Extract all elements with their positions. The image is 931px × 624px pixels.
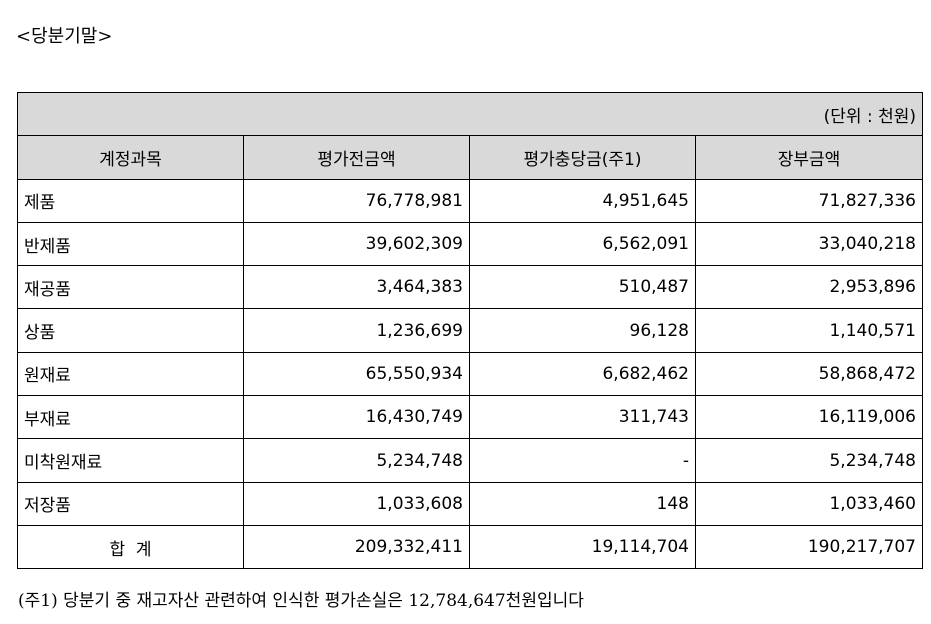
cell: 3,464,383: [243, 265, 470, 310]
header-row: 계정과목 평가전금액 평가충당금(주1) 장부금액: [17, 135, 923, 180]
cell: 평가전금액: [243, 135, 470, 180]
data-row: 제품 76,778,981 4,951,645 71,827,336: [17, 178, 923, 223]
cell: 58,868,472: [695, 351, 923, 397]
cell: 합 계: [17, 524, 244, 570]
inventory-table: (단위 : 천원) 계정과목 평가전금액 평가충당금(주1) 장부금액 제품 76,778,…: [17, 91, 923, 570]
cell: 계정과목: [17, 135, 244, 180]
cell: -: [469, 438, 696, 483]
cell: 33,040,218: [695, 221, 923, 267]
cell: 6,682,462: [469, 351, 696, 397]
cell: 5,234,748: [243, 438, 470, 483]
data-row: 재공품 3,464,383 510,487 2,953,896: [17, 265, 923, 310]
cell: 반제품: [17, 221, 244, 267]
heading: <당분기말>: [16, 26, 113, 47]
cell: 1,236,699: [243, 308, 470, 353]
cell: 장부금액: [695, 135, 923, 180]
cell: (단위 : 천원): [17, 91, 923, 137]
data-row: 부재료 16,430,749 311,743 16,119,006: [17, 395, 923, 440]
cell: 저장품: [17, 481, 244, 526]
cell: 19,114,704: [469, 524, 696, 570]
cell: 평가충당금(주1): [469, 135, 696, 180]
cell: 39,602,309: [243, 221, 470, 267]
cell: 65,550,934: [243, 351, 470, 397]
cell: 5,234,748: [695, 438, 923, 483]
cell: 209,332,411: [243, 524, 470, 570]
cell: 1,033,608: [243, 481, 470, 526]
cell: 원재료: [17, 351, 244, 397]
cell: 1,140,571: [695, 308, 923, 353]
cell: 71,827,336: [695, 178, 923, 223]
cell: 6,562,091: [469, 221, 696, 267]
cell: 16,119,006: [695, 395, 923, 440]
data-row: 상품 1,236,699 96,128 1,140,571: [17, 308, 923, 353]
cell: 96,128: [469, 308, 696, 353]
cell: 311,743: [469, 395, 696, 440]
cell: 1,033,460: [695, 481, 923, 526]
cell: 제품: [17, 178, 244, 223]
cell: 부재료: [17, 395, 244, 440]
cell: 76,778,981: [243, 178, 470, 223]
total-row: 합 계 209,332,411 19,114,704 190,217,707: [17, 524, 923, 570]
data-row: 미착원재료 5,234,748-5,234,748: [17, 438, 923, 483]
cell: 상품: [17, 308, 244, 353]
data-row: 반제품 39,602,309 6,562,091 33,040,218: [17, 221, 923, 267]
unit-row: (단위 : 천원): [17, 91, 923, 137]
cell: 2,953,896: [695, 265, 923, 310]
data-row: 원재료 65,550,934 6,682,462 58,868,472: [17, 351, 923, 397]
footnote: (주1) 당분기 중 재고자산 관련하여 인식한 평가손실은 12,784,64…: [18, 591, 584, 611]
cell: 510,487: [469, 265, 696, 310]
cell: 16,430,749: [243, 395, 470, 440]
cell: 미착원재료: [17, 438, 244, 483]
cell: 4,951,645: [469, 178, 696, 223]
cell: 재공품: [17, 265, 244, 310]
cell: 148: [469, 481, 696, 526]
cell: 190,217,707: [695, 524, 923, 570]
data-row: 저장품 1,033,608 148 1,033,460: [17, 481, 923, 526]
